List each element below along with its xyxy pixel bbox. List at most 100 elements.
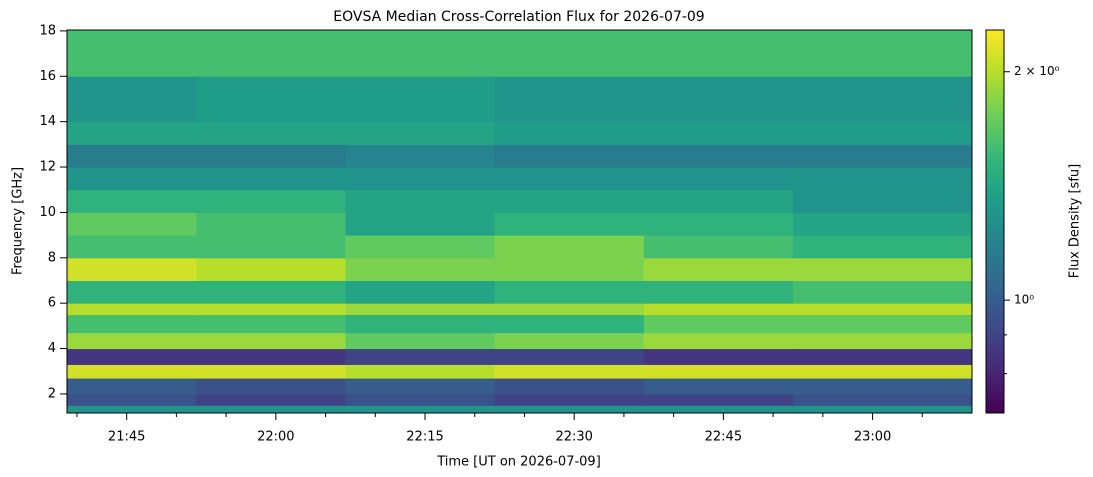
colorbar-tick-label: 2 × 10⁰ — [1014, 64, 1060, 78]
heatmap-cell — [643, 257, 794, 281]
y-tick-label: 14 — [39, 114, 56, 129]
heatmap-cell — [494, 212, 645, 236]
heatmap-cell — [345, 378, 496, 395]
heatmap-cell — [643, 121, 794, 145]
heatmap-cell — [67, 332, 197, 350]
heatmap-cell — [792, 144, 973, 168]
heatmap-cell — [494, 189, 645, 213]
heatmap-cell — [345, 332, 496, 350]
heatmap-cell — [196, 121, 346, 145]
heatmap-cell — [643, 332, 794, 350]
heatmap-cell — [792, 280, 973, 304]
heatmap-cell — [494, 144, 645, 168]
heatmap-cell — [67, 314, 197, 334]
heatmap-cell — [345, 280, 496, 304]
x-tick-label: 22:00 — [257, 430, 294, 445]
heatmap-cell — [643, 378, 794, 395]
heatmap-cell — [67, 364, 197, 379]
heatmap-cell — [792, 121, 973, 145]
heatmap-cell — [643, 303, 794, 316]
heatmap-cell — [494, 167, 645, 191]
heatmap-cell — [792, 167, 973, 191]
heatmap-cell — [196, 393, 346, 406]
heatmap-cell — [196, 235, 346, 259]
heatmap-cell — [643, 364, 794, 379]
heatmap-cell — [643, 189, 794, 213]
heatmap-cell — [67, 212, 197, 236]
heatmap-cell — [67, 280, 197, 304]
heatmap-cell — [67, 393, 197, 406]
heatmap-cell — [792, 257, 973, 281]
heatmap-cell — [792, 76, 973, 123]
heatmap-cell — [67, 167, 197, 191]
heatmap-cell — [67, 348, 197, 365]
heatmap-cell — [345, 257, 496, 281]
heatmap-cell — [643, 212, 794, 236]
colorbar-tick-label: 10⁰ — [1014, 293, 1034, 307]
y-axis-label: Frequency [GHz] — [11, 167, 26, 275]
heatmap-cell — [345, 144, 496, 168]
heatmap-cell — [345, 303, 496, 316]
heatmap-cell — [67, 405, 197, 414]
heatmap-cell — [196, 76, 346, 123]
colorbar — [985, 29, 1005, 414]
heatmap-cell — [643, 393, 794, 406]
x-tick-label: 21:45 — [108, 430, 145, 445]
heatmap-cell — [196, 30, 346, 77]
heatmap-cell — [643, 314, 794, 334]
heatmap-cell — [643, 76, 794, 123]
heatmap-cell — [494, 378, 645, 395]
heatmap-cell — [494, 280, 645, 304]
chart-title: EOVSA Median Cross-Correlation Flux for … — [333, 9, 704, 25]
heatmap-cell — [345, 235, 496, 259]
heatmap-cell — [196, 314, 346, 334]
x-tick-label: 22:45 — [705, 430, 742, 445]
y-tick-label: 16 — [39, 69, 56, 84]
x-axis-label: Time [UT on 2026-07-09] — [436, 455, 601, 470]
heatmap-cell — [67, 121, 197, 145]
heatmap-cell — [494, 257, 645, 281]
heatmap-cell — [494, 314, 645, 334]
heatmap-cell — [345, 167, 496, 191]
heatmap-cell — [345, 405, 496, 414]
heatmap-cell — [67, 144, 197, 168]
heatmap-cell — [792, 378, 973, 395]
heatmap-cell — [196, 257, 346, 281]
x-tick-label: 22:30 — [555, 430, 592, 445]
heatmap-cell — [494, 303, 645, 316]
y-tick-label: 10 — [39, 205, 56, 220]
y-tick-label: 8 — [48, 250, 56, 265]
heatmap-cell — [792, 314, 973, 334]
heatmap-cell — [196, 144, 346, 168]
heatmap-cell — [196, 280, 346, 304]
heatmap-cell — [196, 212, 346, 236]
heatmap-cell — [494, 235, 645, 259]
heatmap-cell — [792, 348, 973, 365]
heatmap-cell — [345, 348, 496, 365]
heatmap-cell — [643, 167, 794, 191]
heatmap-cell — [494, 30, 645, 77]
heatmap-cell — [67, 257, 197, 281]
heatmap-cell — [643, 280, 794, 304]
heatmap-cell — [494, 364, 645, 379]
heatmap-cell — [345, 364, 496, 379]
heatmap-cell — [643, 30, 794, 77]
heatmap-cell — [67, 378, 197, 395]
y-tick-label: 18 — [39, 23, 56, 38]
heatmap-cell — [792, 364, 973, 379]
heatmap-cell — [494, 405, 645, 414]
heatmap-cell — [494, 121, 645, 145]
y-tick-label: 2 — [48, 386, 56, 401]
heatmap-cell — [67, 303, 197, 316]
heatmap-cell — [643, 235, 794, 259]
plot-frame — [66, 29, 973, 414]
heatmap-cell — [643, 405, 794, 414]
y-tick-label: 12 — [39, 160, 56, 175]
heatmap-cell — [345, 76, 496, 123]
heatmap-cell — [643, 348, 794, 365]
heatmap-cell — [792, 212, 973, 236]
heatmap-cell — [196, 167, 346, 191]
y-tick-label: 4 — [48, 341, 56, 356]
heatmap-cell — [67, 235, 197, 259]
